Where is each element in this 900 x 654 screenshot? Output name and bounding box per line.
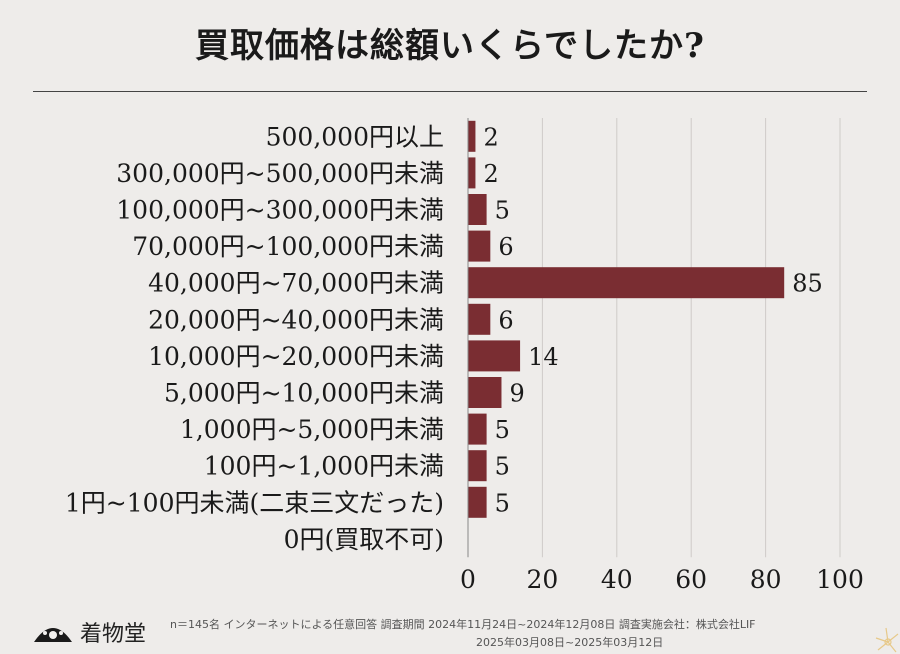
value-label: 5	[495, 197, 510, 225]
category-label: 100円~1,000円未満	[204, 452, 444, 481]
x-tick-label: 80	[750, 565, 782, 594]
bar	[468, 340, 521, 372]
category-label: 500,000円以上	[266, 122, 444, 151]
value-label: 6	[498, 306, 513, 334]
value-label: 6	[498, 233, 513, 261]
x-tick-label: 100	[816, 565, 864, 594]
survey-note-line2: 2025年03月08日~2025年03月12日	[476, 636, 664, 649]
bar	[468, 486, 487, 518]
value-label: 5	[495, 453, 510, 481]
fan-icon	[34, 628, 72, 642]
value-label: 14	[528, 343, 559, 371]
value-label: 2	[483, 160, 498, 188]
brand-logo: 着物堂	[32, 612, 162, 652]
category-label: 40,000円~70,000円未満	[148, 269, 444, 298]
bar	[468, 267, 785, 299]
bar	[468, 230, 491, 262]
value-label: 9	[509, 380, 524, 408]
category-label: 0円(買取不可)	[284, 525, 444, 554]
bar	[468, 194, 487, 225]
value-label: 2	[483, 123, 498, 151]
x-tick-label: 40	[601, 565, 633, 594]
category-label: 70,000円~100,000円未満	[132, 232, 444, 261]
category-label: 1円~100円未満(二束三文だった)	[65, 488, 444, 517]
survey-note-line1: n＝145名 インターネットによる任意回答 調査期間 2024年11月24日~2…	[170, 618, 756, 631]
category-label: 1,000円~5,000円未満	[180, 415, 444, 444]
category-label: 100,000円~300,000円未満	[116, 196, 444, 225]
bar	[468, 413, 487, 445]
bar	[468, 157, 476, 189]
value-label: 5	[495, 489, 510, 517]
x-tick-label: 20	[526, 565, 558, 594]
category-label: 20,000円~40,000円未満	[148, 305, 444, 334]
title-divider	[33, 91, 867, 92]
bar-chart: 500,000円以上 2 300,000円~500,000円未満 2 100,000円~…	[65, 118, 864, 594]
value-label: 5	[495, 416, 510, 444]
footer: 着物堂 n＝145名 インターネットによる任意回答 調査期間 2024年11月2…	[0, 612, 900, 654]
category-label: 300,000円~500,000円未満	[116, 159, 444, 188]
bar	[468, 377, 502, 408]
category-label: 5,000円~10,000円未満	[164, 379, 444, 408]
bar	[468, 120, 476, 152]
x-tick-label: 0	[460, 565, 476, 594]
flower-decoration-icon	[875, 627, 899, 653]
bar	[468, 450, 487, 482]
value-label: 85	[792, 270, 823, 298]
bar	[468, 303, 491, 335]
chart-title: 買取価格は総額いくらでしたか?	[195, 26, 705, 66]
brand-name: 着物堂	[80, 622, 147, 647]
survey-note: n＝145名 インターネットによる任意回答 調査期間 2024年11月24日~2…	[170, 616, 870, 652]
x-tick-label: 60	[675, 565, 707, 594]
category-label: 10,000円~20,000円未満	[148, 342, 444, 371]
